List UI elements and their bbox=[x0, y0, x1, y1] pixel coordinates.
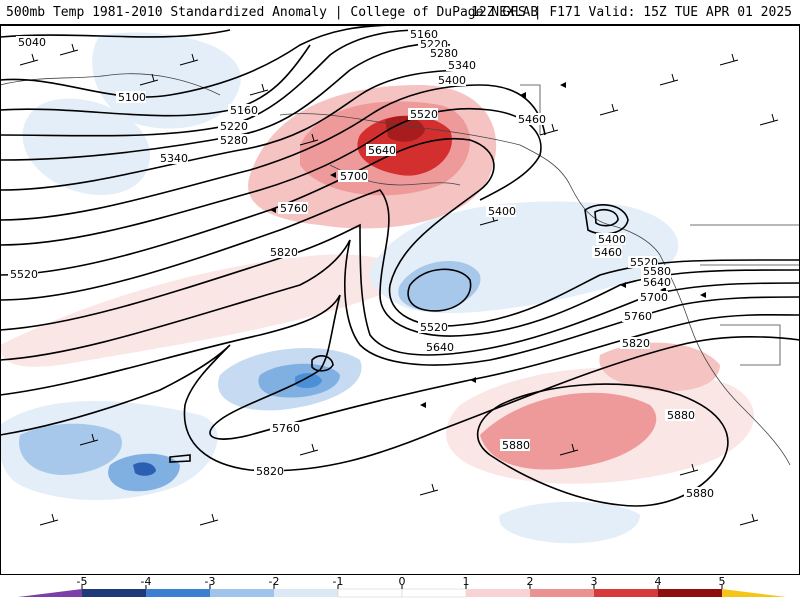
height-label: 5400 bbox=[598, 233, 626, 246]
product-title: 500mb Temp 1981-2010 Standardized Anomal… bbox=[6, 5, 539, 20]
colorbar-swatch bbox=[337, 588, 403, 598]
height-label: 5520 bbox=[420, 321, 448, 334]
height-label: 5580 bbox=[643, 265, 671, 278]
contour-5400 bbox=[0, 84, 546, 221]
colorbar-swatch bbox=[594, 589, 658, 597]
contour-5040 bbox=[0, 29, 231, 38]
height-label: 5520 bbox=[10, 268, 38, 281]
anomaly-pos-east bbox=[599, 342, 720, 392]
height-label: 5460 bbox=[594, 246, 622, 259]
colorbar-swatch bbox=[18, 589, 82, 597]
height-label: 5760 bbox=[272, 422, 300, 435]
height-label: 5820 bbox=[622, 337, 650, 350]
colorbar-swatch bbox=[722, 589, 786, 597]
height-label: 5760 bbox=[280, 202, 308, 215]
anomaly-neg-southwest-peak bbox=[133, 462, 156, 476]
contour-low-bc bbox=[584, 204, 629, 235]
wind-flags bbox=[270, 82, 706, 408]
wind-barbs bbox=[19, 43, 779, 526]
contour-5220-w bbox=[0, 29, 421, 137]
weather-map: 5040 5100 5160 5220 5280 5340 5520 5640 … bbox=[0, 25, 800, 575]
contour-low-southwest bbox=[169, 454, 191, 463]
colorbar-swatch bbox=[658, 589, 722, 597]
height-label: 5280 bbox=[220, 134, 248, 147]
height-label: 5280 bbox=[430, 47, 458, 60]
colorbar-swatch bbox=[146, 589, 210, 597]
colorbar-label: -3 bbox=[205, 575, 216, 588]
contour-5700 bbox=[0, 239, 800, 366]
colorbar-label: -2 bbox=[269, 575, 280, 588]
height-label: 5340 bbox=[448, 59, 476, 72]
anomaly-pos-band bbox=[0, 254, 400, 367]
height-label: 5700 bbox=[640, 291, 668, 304]
height-label: 5040 bbox=[18, 36, 46, 49]
height-label: 5880 bbox=[667, 409, 695, 422]
height-contours bbox=[0, 25, 800, 507]
contour-5160-w bbox=[0, 44, 311, 117]
height-label: 5400 bbox=[488, 205, 516, 218]
colorbar-swatch bbox=[466, 589, 530, 597]
height-label: 5400 bbox=[438, 74, 466, 87]
colorbar-swatch bbox=[530, 589, 594, 597]
anomaly-shading bbox=[0, 32, 754, 544]
height-label: 5100 bbox=[118, 91, 146, 104]
colorbar-label: 0 bbox=[399, 575, 406, 588]
colorbar-swatches bbox=[18, 588, 786, 598]
colorbar-label: 2 bbox=[527, 575, 534, 588]
anomaly-neg-low bbox=[398, 261, 481, 311]
height-label: 5460 bbox=[518, 113, 546, 126]
anomaly-neg-northwest-2 bbox=[22, 98, 150, 195]
contour-low-bc-inner bbox=[594, 209, 619, 227]
height-label: 5160 bbox=[230, 104, 258, 117]
contour-5280-w bbox=[0, 42, 451, 161]
height-labels: 5040 5100 5160 5220 5280 5340 5520 5640 … bbox=[8, 28, 714, 500]
colorbar-label: 4 bbox=[655, 575, 662, 588]
map-header: 500mb Temp 1981-2010 Standardized Anomal… bbox=[0, 0, 800, 25]
contour-5460 bbox=[0, 107, 542, 246]
height-label: 5520 bbox=[410, 108, 438, 121]
contour-5100 bbox=[0, 25, 401, 98]
height-label: 5820 bbox=[270, 246, 298, 259]
height-label: 5640 bbox=[643, 276, 671, 289]
colorbar-swatch bbox=[401, 588, 467, 598]
anomaly-colorbar: -5 -4 -3 -2 -1 0 1 2 3 4 5 bbox=[0, 575, 800, 600]
anomaly-neg-south bbox=[499, 501, 640, 544]
contour-low-canada bbox=[407, 268, 472, 312]
colorbar-ticks bbox=[81, 585, 723, 589]
height-label: 5640 bbox=[426, 341, 454, 354]
height-label: 5340 bbox=[160, 152, 188, 165]
colorbar-label: -4 bbox=[141, 575, 152, 588]
valid-time: 12Z GFS | F171 Valid: 15Z TUE APR 01 202… bbox=[471, 5, 792, 20]
colorbar-label: -1 bbox=[333, 575, 344, 588]
colorbar-swatch bbox=[274, 589, 338, 597]
height-label: 5880 bbox=[502, 439, 530, 452]
colorbar-swatch bbox=[82, 589, 146, 597]
height-label: 5880 bbox=[686, 487, 714, 500]
colorbar-label: 3 bbox=[591, 575, 598, 588]
colorbar-label: -5 bbox=[77, 575, 88, 588]
contour-low-pacific bbox=[311, 355, 334, 372]
anomaly-pos-alaska-core bbox=[357, 115, 452, 176]
height-label: 5760 bbox=[624, 310, 652, 323]
height-label: 5700 bbox=[340, 170, 368, 183]
anomaly-pos-alaska-peak bbox=[385, 116, 425, 142]
height-label: 5220 bbox=[220, 120, 248, 133]
anomaly-neg-southwest-core bbox=[19, 423, 122, 475]
contour-5340-w bbox=[0, 69, 471, 191]
colorbar-label: 5 bbox=[719, 575, 726, 588]
anomaly-neg-northwest bbox=[92, 32, 241, 129]
colorbar-labels: -5 -4 -3 -2 -1 0 1 2 3 4 5 bbox=[77, 575, 726, 588]
colorbar-label: 1 bbox=[463, 575, 470, 588]
height-label: 5820 bbox=[256, 465, 284, 478]
contour-5820 bbox=[0, 335, 800, 472]
anomaly-neg-pacific-peak bbox=[295, 373, 322, 389]
height-label: 5160 bbox=[410, 28, 438, 41]
colorbar-swatch bbox=[210, 589, 274, 597]
height-label: 5640 bbox=[368, 144, 396, 157]
